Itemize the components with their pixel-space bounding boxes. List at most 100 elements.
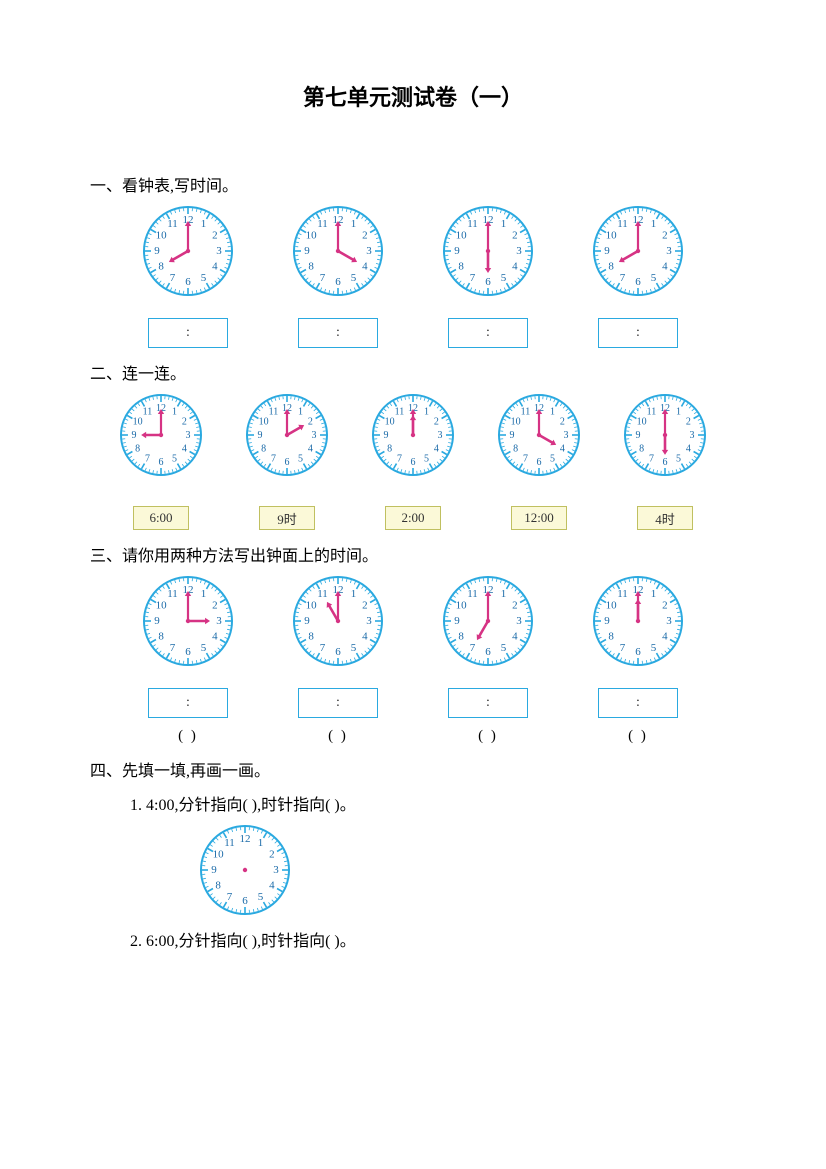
svg-text:9: 9 (154, 615, 160, 627)
svg-text:2: 2 (560, 417, 565, 428)
svg-text:10: 10 (385, 417, 395, 428)
svg-text:8: 8 (215, 880, 221, 892)
svg-text:1: 1 (550, 407, 555, 418)
svg-text:6: 6 (285, 457, 290, 468)
q1-col: 123456789101112 : (143, 206, 233, 348)
svg-text:8: 8 (513, 444, 518, 455)
svg-text:7: 7 (170, 642, 176, 654)
q2-clock-3: 123456789101112 (372, 394, 454, 476)
q1-answer-2[interactable]: : (298, 318, 378, 348)
q3-paren-1[interactable]: ( ) (178, 728, 198, 745)
q3-answer-3[interactable]: : (448, 688, 528, 718)
q3-answer-2[interactable]: : (298, 688, 378, 718)
svg-text:2: 2 (182, 417, 187, 428)
svg-text:2: 2 (212, 230, 218, 242)
svg-text:6: 6 (159, 457, 164, 468)
svg-text:4: 4 (662, 631, 668, 643)
q2-clock-row: 123456789101112 6:00 123456789101112 9时 … (90, 394, 736, 530)
q1-answer-1[interactable]: : (148, 318, 228, 348)
svg-text:11: 11 (617, 218, 628, 230)
svg-text:7: 7 (620, 642, 626, 654)
svg-text:8: 8 (158, 261, 164, 273)
q2-label-4: 12:00 (511, 506, 567, 530)
q1-answer-4[interactable]: : (598, 318, 678, 348)
svg-text:2: 2 (434, 417, 439, 428)
q3-col: 123456789101112 : ( ) (143, 576, 233, 745)
q3-paren-3[interactable]: ( ) (478, 728, 498, 745)
svg-text:6: 6 (335, 276, 341, 288)
q3-paren-2[interactable]: ( ) (328, 728, 348, 745)
svg-text:3: 3 (216, 245, 222, 257)
q1-clock-3: 123456789101112 (443, 206, 533, 296)
q3-answer-4[interactable]: : (598, 688, 678, 718)
svg-text:2: 2 (512, 230, 518, 242)
q4-item-2-text: 2. 6:00,分针指向( ),时针指向( )。 (130, 927, 736, 951)
svg-text:1: 1 (201, 588, 207, 600)
q2-col: 123456789101112 6:00 (120, 394, 202, 530)
svg-text:8: 8 (308, 261, 314, 273)
q1-clock-2: 123456789101112 (293, 206, 383, 296)
svg-text:6: 6 (185, 646, 191, 658)
svg-text:9: 9 (454, 245, 460, 257)
svg-text:6: 6 (635, 646, 641, 658)
svg-text:4: 4 (686, 444, 691, 455)
q2-label-3: 2:00 (385, 506, 441, 530)
svg-text:6: 6 (537, 457, 542, 468)
svg-text:4: 4 (182, 444, 187, 455)
svg-text:2: 2 (308, 417, 313, 428)
svg-text:5: 5 (424, 453, 429, 464)
svg-text:3: 3 (516, 615, 522, 627)
svg-text:8: 8 (387, 444, 392, 455)
svg-text:11: 11 (395, 407, 405, 418)
q1-col: 123456789101112 : (293, 206, 383, 348)
svg-text:10: 10 (156, 230, 168, 242)
svg-text:2: 2 (686, 417, 691, 428)
page-title: 第七单元测试卷（一） (90, 80, 736, 112)
svg-text:5: 5 (651, 642, 657, 654)
svg-text:10: 10 (456, 230, 468, 242)
svg-text:4: 4 (212, 631, 218, 643)
svg-text:1: 1 (651, 588, 657, 600)
svg-text:6: 6 (635, 276, 641, 288)
q3-answer-1[interactable]: : (148, 688, 228, 718)
svg-text:7: 7 (470, 642, 476, 654)
q2-label-2: 9时 (259, 506, 315, 530)
q3-clock-2: 123456789101112 (293, 576, 383, 666)
svg-text:11: 11 (617, 588, 628, 600)
q3-clock-4: 123456789101112 (593, 576, 683, 666)
svg-text:8: 8 (261, 444, 266, 455)
svg-text:11: 11 (467, 588, 478, 600)
q4-clock-1: 123456789101112 (200, 825, 736, 915)
svg-text:2: 2 (362, 600, 368, 612)
svg-text:10: 10 (306, 230, 318, 242)
svg-text:1: 1 (258, 837, 264, 849)
svg-text:4: 4 (212, 261, 218, 273)
q3-col: 123456789101112 : ( ) (593, 576, 683, 745)
svg-text:5: 5 (351, 272, 357, 284)
svg-text:6: 6 (663, 457, 668, 468)
svg-text:8: 8 (308, 631, 314, 643)
svg-text:9: 9 (384, 430, 389, 441)
svg-text:3: 3 (690, 430, 695, 441)
svg-text:1: 1 (676, 407, 681, 418)
q2-clock-1: 123456789101112 (120, 394, 202, 476)
svg-text:3: 3 (666, 615, 672, 627)
svg-text:8: 8 (608, 261, 614, 273)
q1-heading: 一、看钟表,写时间。 (90, 172, 736, 196)
svg-text:9: 9 (304, 245, 310, 257)
svg-text:3: 3 (216, 615, 222, 627)
svg-text:6: 6 (485, 276, 491, 288)
svg-text:3: 3 (273, 864, 279, 876)
q1-col: 123456789101112 : (443, 206, 533, 348)
svg-text:4: 4 (362, 261, 368, 273)
q1-answer-3[interactable]: : (448, 318, 528, 348)
svg-text:2: 2 (362, 230, 368, 242)
svg-text:10: 10 (456, 600, 468, 612)
q4-heading: 四、先填一填,再画一画。 (90, 757, 736, 781)
svg-text:3: 3 (366, 615, 372, 627)
q1-clock-row: 123456789101112 : 123456789101112 : 1234… (90, 206, 736, 348)
svg-text:11: 11 (224, 837, 235, 849)
svg-text:4: 4 (308, 444, 313, 455)
svg-text:11: 11 (167, 588, 178, 600)
q3-paren-4[interactable]: ( ) (628, 728, 648, 745)
